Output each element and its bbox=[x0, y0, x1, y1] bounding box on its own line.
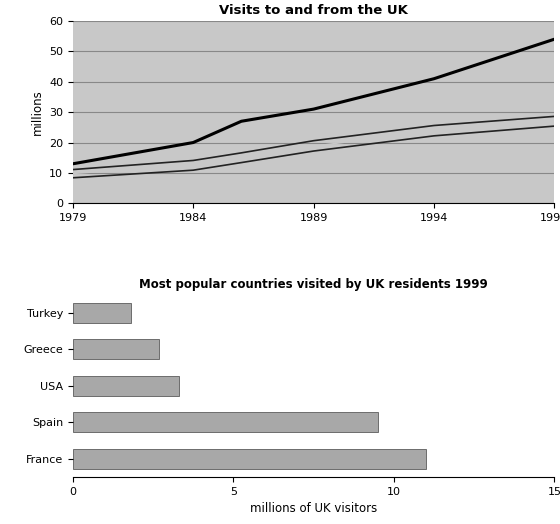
visits abroad by
UK residents bbox=[551, 36, 558, 42]
Line: visits abroad by
UK residents: visits abroad by UK residents bbox=[73, 39, 554, 164]
visits abroad by
UK residents bbox=[238, 118, 245, 124]
visits abroad by
UK residents bbox=[69, 161, 76, 167]
Title: Visits to and from the UK: Visits to and from the UK bbox=[219, 4, 408, 17]
Bar bbox=[73, 339, 160, 359]
visits to the UK by
overseas residents bbox=[238, 159, 245, 166]
Line: visits to the UK by
overseas residents: visits to the UK by overseas residents bbox=[73, 126, 554, 178]
visits to the UK by
overseas residents bbox=[431, 133, 437, 139]
Bar bbox=[73, 412, 378, 432]
visits abroad by
UK residents bbox=[431, 75, 437, 82]
visits abroad by
UK residents bbox=[310, 106, 317, 112]
visits abroad by
UK residents bbox=[190, 139, 197, 146]
X-axis label: millions of UK visitors: millions of UK visitors bbox=[250, 502, 377, 515]
Y-axis label: millions: millions bbox=[30, 89, 43, 135]
Bar bbox=[73, 376, 179, 396]
Title: Most popular countries visited by UK residents 1999: Most popular countries visited by UK res… bbox=[139, 278, 488, 290]
visits to the UK by
overseas residents bbox=[190, 167, 197, 173]
visits to the UK by
overseas residents bbox=[69, 174, 76, 181]
Bar bbox=[73, 303, 130, 323]
visits to the UK by
overseas residents bbox=[310, 148, 317, 154]
Bar bbox=[73, 449, 426, 468]
visits to the UK by
overseas residents bbox=[551, 123, 558, 129]
